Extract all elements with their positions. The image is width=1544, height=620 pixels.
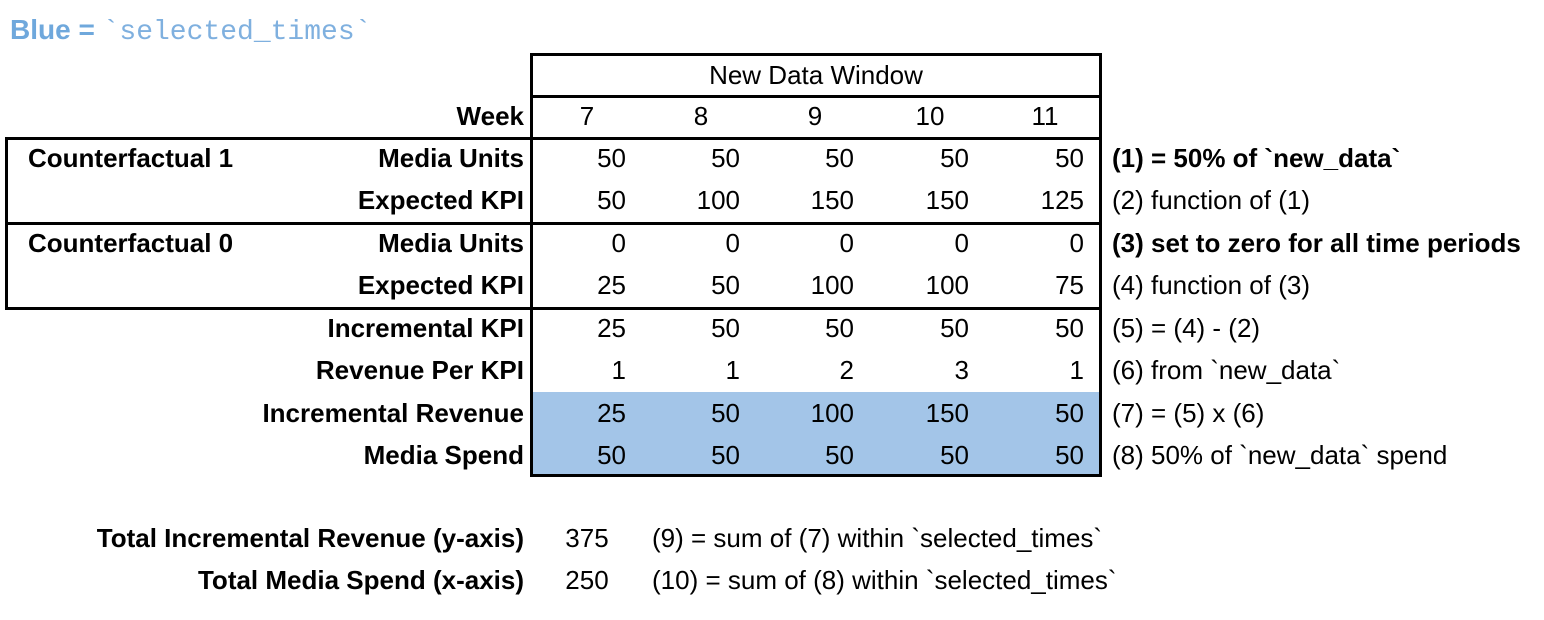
row-label: Media Units (378, 228, 524, 258)
cell-value: 100 (696, 185, 740, 215)
row-annotation: (3) set to zero for all time periods (1112, 228, 1521, 258)
week-11: 11 (1031, 101, 1059, 131)
row-annotation: (1) = 50% of `new_data` (1112, 143, 1401, 173)
cell-value: 1 (725, 355, 740, 385)
row-annotation: (2) function of (1) (1112, 185, 1310, 215)
row-label: Expected KPI (357, 270, 524, 300)
cell-value: 1 (1069, 355, 1084, 385)
legend-prefix: Blue = (10, 14, 103, 45)
new-data-window-label: New Data Window (709, 60, 923, 90)
counterfactual-box-left-border (5, 137, 8, 310)
cell-value: 25 (597, 270, 626, 300)
counterfactual-1-label: Counterfactual 1 (28, 143, 234, 173)
cell-value: 50 (711, 143, 740, 173)
row-annotation: (5) = (4) - (2) (1112, 313, 1261, 343)
cell-value-highlighted: 150 (925, 398, 969, 428)
cell-value: 0 (1069, 228, 1084, 258)
row-annotation: (7) = (5) x (6) (1112, 398, 1265, 428)
counterfactual-0-label: Counterfactual 0 (28, 228, 234, 258)
cell-value: 50 (825, 313, 854, 343)
cell-value: 50 (940, 143, 969, 173)
summary-value: 375 (565, 523, 609, 553)
summary-value: 250 (565, 565, 609, 595)
cell-value-highlighted: 50 (1055, 398, 1084, 428)
week-8: 8 (693, 101, 709, 131)
summary-annotation: (9) = sum of (7) within `selected_times` (652, 523, 1103, 553)
cell-value: 75 (1055, 270, 1084, 300)
row-label: Expected KPI (357, 185, 524, 215)
cell-value: 100 (925, 270, 969, 300)
cell-value: 150 (925, 185, 969, 215)
cell-value: 50 (825, 143, 854, 173)
divider-week-cf1 (5, 137, 1102, 140)
cell-value: 50 (940, 313, 969, 343)
summary-label: Total Media Spend (x-axis) (197, 565, 524, 595)
cell-value: 50 (1055, 313, 1084, 343)
summary-label: Total Incremental Revenue (y-axis) (96, 523, 524, 553)
cell-value: 0 (954, 228, 969, 258)
week-10: 10 (915, 101, 945, 131)
legend-code: `selected_times` (102, 17, 372, 48)
cell-value-highlighted: 100 (810, 398, 854, 428)
cell-value: 50 (597, 185, 626, 215)
cell-value-highlighted: 50 (940, 440, 969, 470)
row-label: Incremental KPI (327, 313, 524, 343)
row-label: Media Units (378, 143, 524, 173)
cell-value: 1 (611, 355, 626, 385)
week-label: Week (456, 101, 524, 131)
cell-value: 100 (810, 270, 854, 300)
cell-value: 25 (597, 313, 626, 343)
cell-value: 125 (1040, 185, 1084, 215)
row-label: Revenue Per KPI (315, 355, 524, 385)
cell-value-highlighted: 50 (711, 398, 740, 428)
cell-value-highlighted: 50 (711, 440, 740, 470)
cell-value: 50 (1055, 143, 1084, 173)
cell-value: 0 (725, 228, 740, 258)
new-data-window-header: New Data Window (530, 53, 1102, 98)
divider-cf0-derived (5, 307, 1102, 310)
data-area-border (530, 95, 1102, 477)
cell-value: 2 (839, 355, 854, 385)
cell-value-highlighted: 50 (1055, 440, 1084, 470)
cell-value-highlighted: 50 (597, 440, 626, 470)
cell-value: 0 (839, 228, 854, 258)
week-9: 9 (807, 101, 823, 131)
cell-value: 50 (711, 270, 740, 300)
cell-value: 50 (711, 313, 740, 343)
cell-value-highlighted: 25 (597, 398, 626, 428)
row-label: Incremental Revenue (262, 398, 524, 428)
legend: Blue = `selected_times` (10, 14, 371, 48)
row-annotation: (6) from `new_data` (1112, 355, 1341, 385)
cell-value: 50 (597, 143, 626, 173)
cell-value: 3 (954, 355, 969, 385)
divider-cf1-cf0 (5, 222, 1102, 225)
row-annotation: (4) function of (3) (1112, 270, 1310, 300)
week-7: 7 (579, 101, 595, 131)
row-annotation: (8) 50% of `new_data` spend (1112, 440, 1448, 470)
cell-value-highlighted: 50 (825, 440, 854, 470)
row-label: Media Spend (363, 440, 524, 470)
selected-times-highlight (533, 392, 1099, 474)
cell-value: 0 (611, 228, 626, 258)
summary-annotation: (10) = sum of (8) within `selected_times… (652, 565, 1117, 595)
cell-value: 150 (810, 185, 854, 215)
